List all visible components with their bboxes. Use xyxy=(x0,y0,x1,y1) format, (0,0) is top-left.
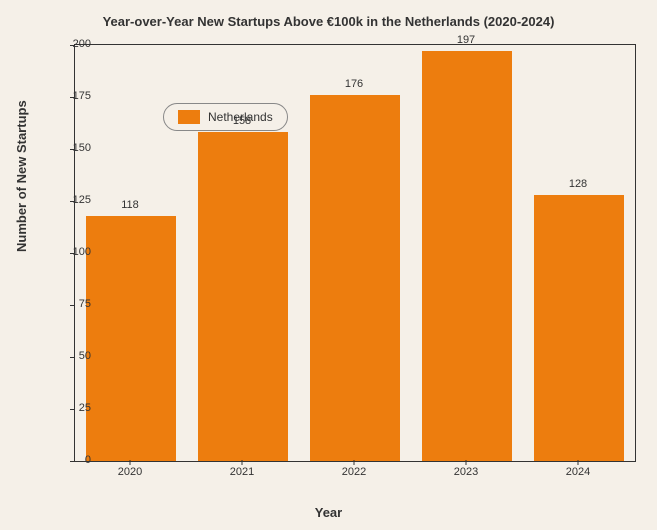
bar xyxy=(534,195,624,461)
bar xyxy=(310,95,400,461)
y-tick-label: 175 xyxy=(73,90,91,102)
bar xyxy=(86,216,176,461)
chart-container: Year-over-Year New Startups Above €100k … xyxy=(0,0,657,530)
chart-title: Year-over-Year New Startups Above €100k … xyxy=(0,14,657,29)
x-tick-label: 2021 xyxy=(230,466,254,478)
legend-swatch xyxy=(178,110,200,124)
y-axis-label: Number of New Startups xyxy=(14,100,29,252)
bar-value-label: 176 xyxy=(345,78,363,90)
y-tick-label: 100 xyxy=(73,246,91,258)
bar xyxy=(198,132,288,461)
plot-area: Netherlands xyxy=(74,44,636,462)
bar-value-label: 118 xyxy=(121,199,139,211)
legend: Netherlands xyxy=(163,103,288,131)
x-tick-label: 2024 xyxy=(566,466,590,478)
x-tick-label: 2022 xyxy=(342,466,366,478)
y-tick-label: 25 xyxy=(79,402,91,414)
y-tick-label: 125 xyxy=(73,194,91,206)
bar-value-label: 197 xyxy=(457,34,475,46)
bar-value-label: 158 xyxy=(233,115,251,127)
x-axis-label: Year xyxy=(0,505,657,520)
x-tick-label: 2023 xyxy=(454,466,478,478)
bar-value-label: 128 xyxy=(569,178,587,190)
y-tick-label: 200 xyxy=(73,38,91,50)
y-tick-label: 0 xyxy=(85,454,91,466)
bar xyxy=(422,51,512,461)
y-tick-label: 150 xyxy=(73,142,91,154)
x-tick-label: 2020 xyxy=(118,466,142,478)
y-tick-label: 50 xyxy=(79,350,91,362)
y-tick-label: 75 xyxy=(79,298,91,310)
